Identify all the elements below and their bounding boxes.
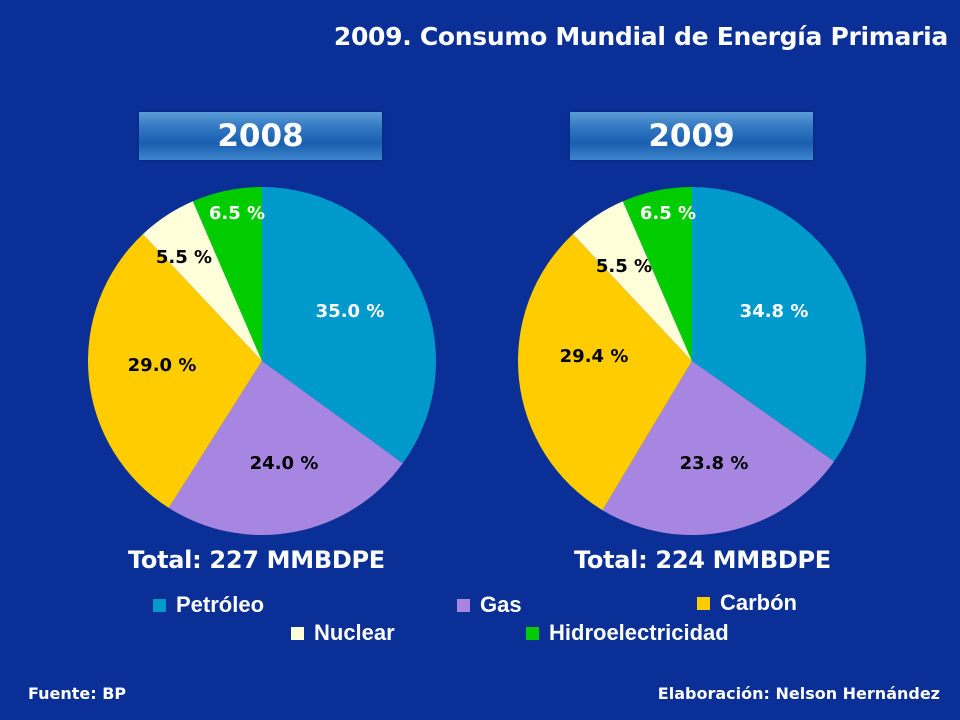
legend-label: Nuclear xyxy=(314,620,395,645)
page-title: 2009. Consumo Mundial de Energía Primari… xyxy=(333,22,948,51)
footer-source: Fuente: BP xyxy=(28,684,127,703)
legend-item-carbon: Carbón xyxy=(696,590,797,616)
data-label-2009-nuclear: 5.5 % xyxy=(596,256,652,277)
data-label-2008-petroleo: 35.0 % xyxy=(316,301,385,322)
legend-label: Gas xyxy=(480,592,522,617)
legend-label: Petróleo xyxy=(176,592,265,617)
pie-slice-2009-petroleo xyxy=(692,187,866,462)
pie-slice-2009-gas xyxy=(602,361,835,535)
footer-author: Elaboración: Nelson Hernández xyxy=(657,684,940,703)
total-2008: Total: 227 MMBDPE xyxy=(128,546,385,574)
data-label-2008-hidroelectricidad: 6.5 % xyxy=(209,203,265,224)
legend-swatch-petroleo xyxy=(152,597,167,613)
data-label-2008-nuclear: 5.5 % xyxy=(156,247,212,268)
legend-swatch-carbon xyxy=(696,595,711,611)
pie-slice-2008-carbon xyxy=(88,234,262,508)
legend-item-petroleo: Petróleo xyxy=(152,592,264,618)
data-label-2009-carbon: 29.4 % xyxy=(560,346,629,367)
legend-swatch-hidroelectricidad xyxy=(525,625,540,641)
data-label-2008-gas: 24.0 % xyxy=(250,453,319,474)
data-label-2009-hidroelectricidad: 6.5 % xyxy=(640,203,696,224)
legend-swatch-gas xyxy=(456,597,471,613)
legend-label: Carbón xyxy=(720,590,797,615)
data-label-2009-gas: 23.8 % xyxy=(680,453,749,474)
pie-slice-2009-nuclear xyxy=(572,201,692,361)
pie-slice-2008-gas xyxy=(168,361,403,535)
pie-slice-2009-hidroelectricidad xyxy=(622,187,692,361)
pie-slice-2008-nuclear xyxy=(142,201,262,361)
pie-slice-2008-hidroelectricidad xyxy=(192,187,262,361)
data-label-2008-carbon: 29.0 % xyxy=(128,355,197,376)
legend-item-gas: Gas xyxy=(456,592,522,618)
year-banner-2009: 2009 xyxy=(570,112,813,160)
year-banner-2008: 2008 xyxy=(139,112,382,160)
pie-slice-2008-petroleo xyxy=(262,187,436,464)
legend-swatch-nuclear xyxy=(290,625,305,641)
total-2009: Total: 224 MMBDPE xyxy=(574,546,831,574)
legend-label: Hidroelectricidad xyxy=(549,620,729,645)
data-label-2009-petroleo: 34.8 % xyxy=(740,301,809,322)
pie-slice-2009-carbon xyxy=(518,234,692,511)
legend-item-nuclear: Nuclear xyxy=(290,620,395,646)
legend-item-hidroelectricidad: Hidroelectricidad xyxy=(525,620,729,646)
